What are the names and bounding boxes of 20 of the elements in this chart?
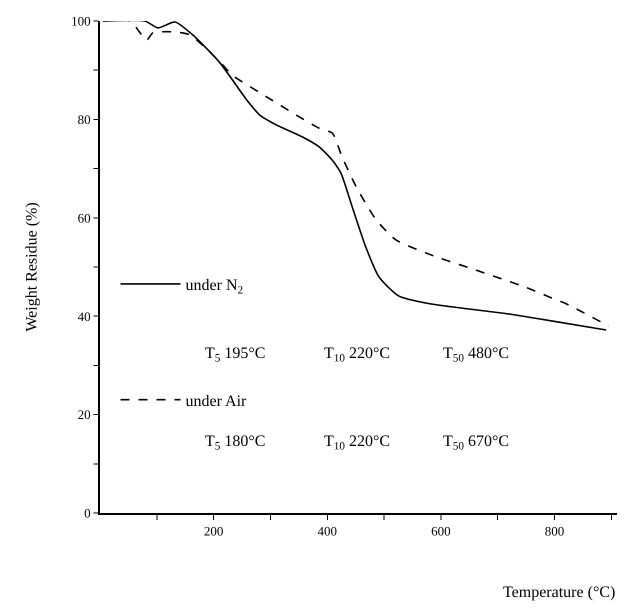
- x-tick-label: 400: [318, 523, 337, 538]
- legend-label: under N$_{2}$: [186, 277, 244, 296]
- y-tick-label: 100: [71, 14, 91, 29]
- annotation: T$_{5}$ 195°C: [205, 345, 266, 364]
- x-tick-label: 800: [544, 523, 564, 538]
- annotation: T$_{50}$ 480°C: [443, 345, 510, 364]
- x-tick-label: 200: [204, 523, 224, 538]
- legend-label: under Air: [186, 392, 248, 410]
- y-tick-label: 60: [78, 210, 91, 226]
- y-tick-label: 80: [78, 112, 91, 127]
- x-axis-title: Temperature (°C): [503, 584, 616, 601]
- y-tick-label: 40: [78, 308, 91, 324]
- y-tick-label: 0: [84, 506, 91, 521]
- annotation: T$_{5}$ 180°C: [205, 433, 266, 452]
- annotation: T$_{10}$ 220°C: [324, 345, 390, 364]
- x-tick-label: 600: [431, 523, 451, 538]
- annotation: T$_{10}$ 220°C: [324, 433, 390, 452]
- y-axis-title: Weight Residue (%): [24, 202, 41, 332]
- annotation: T$_{50}$ 670°C: [443, 433, 510, 452]
- y-tick-label: 20: [78, 407, 91, 422]
